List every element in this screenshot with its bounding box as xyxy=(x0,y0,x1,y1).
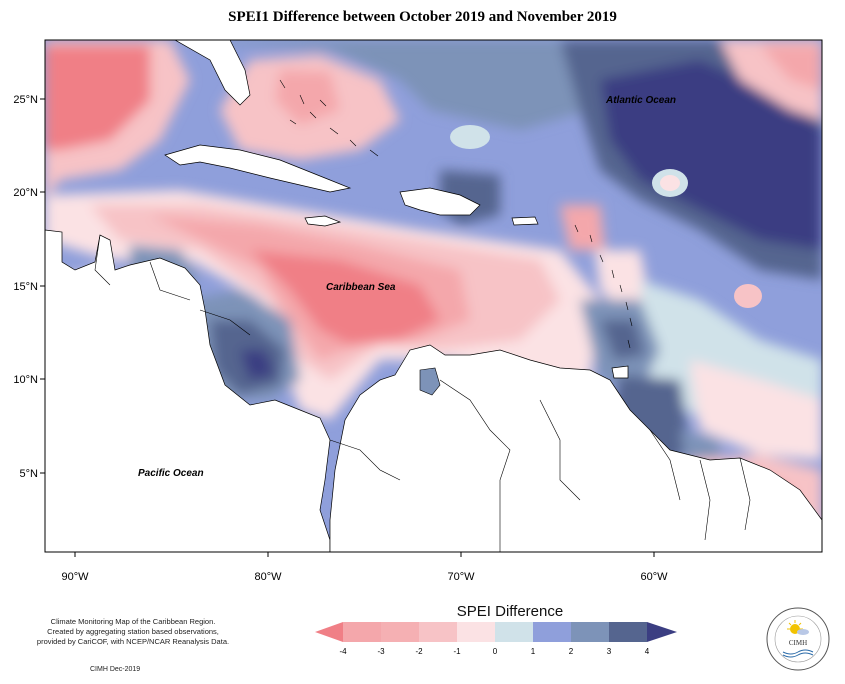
field-atlantic-dark4 xyxy=(600,60,822,250)
field-bahamas-spot xyxy=(450,125,490,149)
field-bahamas-red xyxy=(275,70,340,125)
map-frame xyxy=(44,39,823,553)
credit-text: Climate Monitoring Map of the Caribbean … xyxy=(18,617,248,647)
credit-date: CIMH Dec-2019 xyxy=(90,666,141,673)
field-vz-dark xyxy=(600,320,645,360)
x-tick-label: 80°W xyxy=(254,571,282,583)
colorbar-swatch xyxy=(457,622,495,642)
y-axis: 25°N 20°N 15°N 10°N 5°N xyxy=(13,94,45,480)
colorbar-swatch xyxy=(381,622,419,642)
field-east-pink xyxy=(690,360,822,460)
land-puerto-rico xyxy=(511,216,539,226)
borders xyxy=(94,234,751,552)
colorbar-swatch xyxy=(419,622,457,642)
land-cuba xyxy=(164,144,352,193)
field-east-spot xyxy=(734,284,762,308)
colorbar-arrow-low xyxy=(315,622,343,642)
colorbar-tick: 3 xyxy=(607,647,612,656)
colorbar: -4 -3 -2 -1 0 1 2 3 4 xyxy=(315,622,677,656)
label-caribbean-sea: Caribbean Sea xyxy=(326,282,396,293)
field-gulf-red xyxy=(45,45,150,150)
colorbar-swatch xyxy=(343,622,381,642)
colorbar-swatch xyxy=(609,622,647,642)
field-north-steel xyxy=(170,40,600,130)
colorbar-arrow-high xyxy=(647,622,677,642)
colorbar-tick: -1 xyxy=(453,647,461,656)
field-antilles-pink xyxy=(595,250,650,310)
colorbar-tick: -2 xyxy=(415,647,423,656)
land-central-america xyxy=(45,229,331,552)
x-axis: 90°W 80°W 70°W 60°W xyxy=(61,552,668,583)
field-atlantic-spot-white xyxy=(660,175,680,191)
field-ca-darkest xyxy=(240,350,275,380)
label-pacific-ocean: Pacific Ocean xyxy=(138,468,204,479)
map-title: SPEI1 Difference between October 2019 an… xyxy=(228,9,617,25)
colorbar-swatch xyxy=(495,622,533,642)
colorbar-tick: -4 xyxy=(339,647,347,656)
credit-line: Created by aggregating station based obs… xyxy=(47,627,219,636)
y-tick-label: 20°N xyxy=(13,187,38,199)
y-tick-label: 15°N xyxy=(13,281,38,293)
land-trinidad xyxy=(611,365,629,379)
cimh-logo: CIMH xyxy=(766,607,830,671)
colorbar-tick: -3 xyxy=(377,647,385,656)
label-atlantic-ocean: Atlantic Ocean xyxy=(605,95,676,106)
field-ne-red xyxy=(760,45,822,90)
colorbar-tick: 4 xyxy=(645,647,650,656)
sun-cloud-icon xyxy=(787,620,809,635)
land-florida xyxy=(174,40,251,106)
land-jamaica xyxy=(304,215,342,227)
legend-title: SPEI Difference xyxy=(456,603,564,620)
lake-maracaibo xyxy=(419,367,441,396)
logo-text: CIMH xyxy=(789,639,807,647)
x-tick-label: 90°W xyxy=(61,571,89,583)
x-tick-label: 70°W xyxy=(447,571,475,583)
colorbar-tick: 2 xyxy=(569,647,574,656)
land-south-america xyxy=(329,344,822,552)
spei-map: 90°W 80°W 70°W 60°W 25°N 20°N 15°N 10°N … xyxy=(13,39,823,583)
land-masses xyxy=(45,40,822,552)
colorbar-swatch xyxy=(571,622,609,642)
y-tick-label: 10°N xyxy=(13,374,38,386)
x-tick-label: 60°W xyxy=(640,571,668,583)
field-carib-red4 xyxy=(250,250,440,345)
colorbar-tick: 1 xyxy=(531,647,536,656)
colorbar-swatch xyxy=(533,622,571,642)
credit-line: provided by CariCOF, with NCEP/NCAR Rean… xyxy=(36,637,230,646)
land-hispaniola xyxy=(399,187,481,216)
colorbar-tick: 0 xyxy=(493,647,498,656)
y-tick-label: 25°N xyxy=(13,94,38,106)
field-pr-pink xyxy=(560,205,605,250)
y-tick-label: 5°N xyxy=(20,468,39,480)
credit-line: Climate Monitoring Map of the Caribbean … xyxy=(50,617,216,626)
